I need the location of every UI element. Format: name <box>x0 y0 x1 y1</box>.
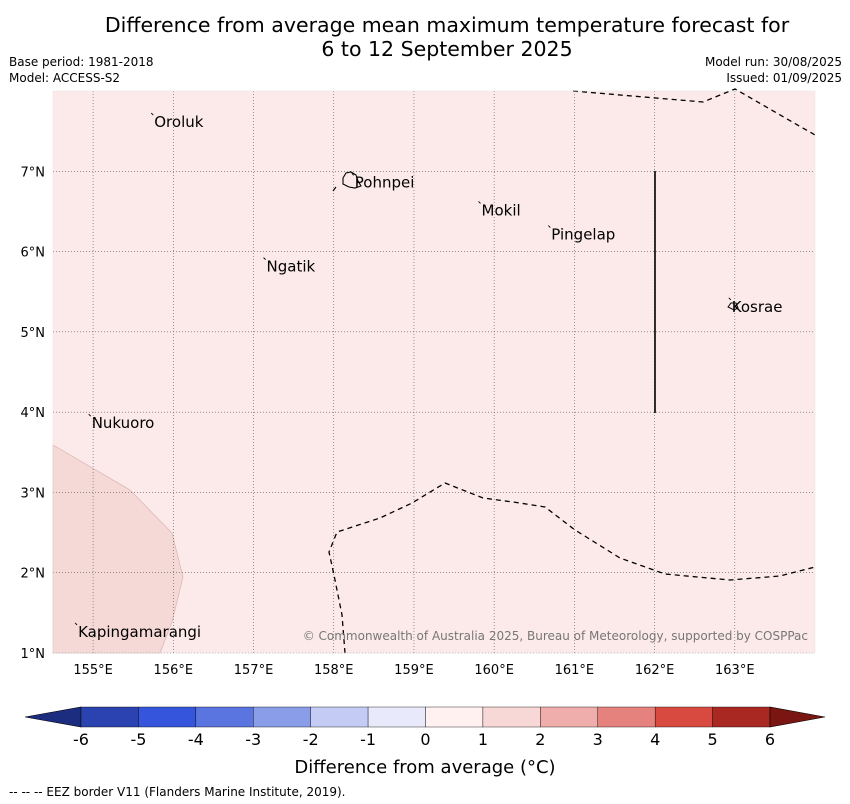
colorbar-extend-high <box>769 706 826 728</box>
eez-border-fragment <box>332 186 337 192</box>
place-label-kosrae: Kosrae <box>732 298 783 316</box>
place-marker <box>478 201 481 204</box>
lat-label: 5°N <box>21 326 46 341</box>
eez-border-north <box>572 88 816 136</box>
map-layer: Oroluk Pohnpei Mokil Pingelap Ngatik Kosrae Nu… <box>21 88 816 678</box>
place-marker <box>263 257 266 260</box>
lon-label: 160°E <box>474 663 514 678</box>
colorbar-tick: 6 <box>765 730 775 749</box>
colorbar-tick: 4 <box>650 730 660 749</box>
colorbar-extend-low <box>24 706 82 728</box>
axis-labels: 155°E 156°E 157°E 158°E 159°E 160°E 161°E 162°E… <box>21 165 755 678</box>
pohnpei-island-icon <box>342 171 362 189</box>
lon-label: 163°E <box>715 663 755 678</box>
title-line-2: 6 to 12 September 2025 <box>321 37 573 61</box>
colorbar-tick: 2 <box>535 730 545 749</box>
place-label-ngatik: Ngatik <box>267 258 316 276</box>
lon-label: 155°E <box>73 663 113 678</box>
kosrae-island-icon <box>727 302 739 311</box>
lon-label: 161°E <box>555 663 595 678</box>
colorbar-segment <box>253 706 311 728</box>
model-run: Model run: 30/08/2025 <box>704 55 842 69</box>
eez-border-south <box>328 482 816 654</box>
place-marker <box>547 225 551 228</box>
place-label-oroluk: Oroluk <box>154 113 203 131</box>
lon-label: 157°E <box>234 663 274 678</box>
lon-label: 158°E <box>314 663 354 678</box>
lat-label: 4°N <box>21 406 46 421</box>
place-marker <box>150 112 154 116</box>
colorbar-segment <box>80 706 139 728</box>
colorbar-tick: 3 <box>593 730 603 749</box>
colorbar-segment <box>482 706 541 728</box>
place-label-pohnpei: Pohnpei <box>355 173 415 191</box>
colorbar-segment <box>425 706 484 728</box>
colorbar-segment <box>367 706 426 728</box>
place-label-pingelap: Pingelap <box>551 226 615 244</box>
colorbar-segment <box>654 706 713 728</box>
place-marker <box>728 297 732 301</box>
model-name: Model: ACCESS-S2 <box>9 71 121 85</box>
place-label-mokil: Mokil <box>482 201 521 219</box>
colorbar-tick: -2 <box>303 730 319 749</box>
place-labels: Oroluk Pohnpei Mokil Pingelap Ngatik Kosrae Nu… <box>74 112 783 641</box>
map-title: Difference from average mean maximum tem… <box>0 13 850 61</box>
place-marker <box>88 413 92 417</box>
lat-label: 3°N <box>21 486 46 501</box>
colorbar-segment <box>310 706 369 728</box>
colorbar-segment <box>540 706 598 728</box>
colorbar: -6 -5 -4 -3 -2 -1 0 1 2 3 4 5 6 <box>24 706 826 749</box>
map-background <box>53 91 815 653</box>
lat-label: 6°N <box>21 246 46 261</box>
colorbar-segment <box>195 706 254 728</box>
colorbar-tick: 0 <box>420 730 430 749</box>
footer-note: -- -- -- EEZ border V11 (Flanders Marine… <box>9 785 346 799</box>
colorbar-tick: -5 <box>130 730 146 749</box>
colorbar-tick: 5 <box>707 730 717 749</box>
colorbar-segment <box>597 706 656 728</box>
title-line-1: Difference from average mean maximum tem… <box>104 13 790 37</box>
colorbar-segment <box>138 706 197 728</box>
issued-date: Issued: 01/09/2025 <box>726 71 842 85</box>
colorbar-label: Difference from average (°C) <box>294 757 556 778</box>
lat-label: 2°N <box>21 567 46 582</box>
colorbar-tick: 1 <box>478 730 488 749</box>
place-marker <box>351 173 355 176</box>
colorbar-tick: -6 <box>73 730 89 749</box>
colorbar-segment <box>712 706 771 728</box>
copyright-notice: © Commonwealth of Australia 2025, Bureau… <box>303 629 808 643</box>
meta-left: Base period: 1981-2018 Model: ACCESS-S2 <box>9 54 154 86</box>
lon-label: 159°E <box>394 663 434 678</box>
lat-label: 7°N <box>21 165 46 180</box>
lon-label: 156°E <box>154 663 194 678</box>
lon-label: 162°E <box>635 663 675 678</box>
place-marker <box>74 622 78 626</box>
meta-right: Model run: 30/08/2025 Issued: 01/09/2025 <box>705 54 842 86</box>
colorbar-tick: -1 <box>360 730 376 749</box>
colorbar-tick: -3 <box>245 730 261 749</box>
base-period: Base period: 1981-2018 <box>9 55 154 69</box>
place-label-kapingamarangi: Kapingamarangi <box>78 623 201 641</box>
map-frame <box>52 90 816 654</box>
place-label-nukuoro: Nukuoro <box>92 414 155 432</box>
colorbar-tick: -4 <box>188 730 204 749</box>
lat-label: 1°N <box>21 647 46 662</box>
